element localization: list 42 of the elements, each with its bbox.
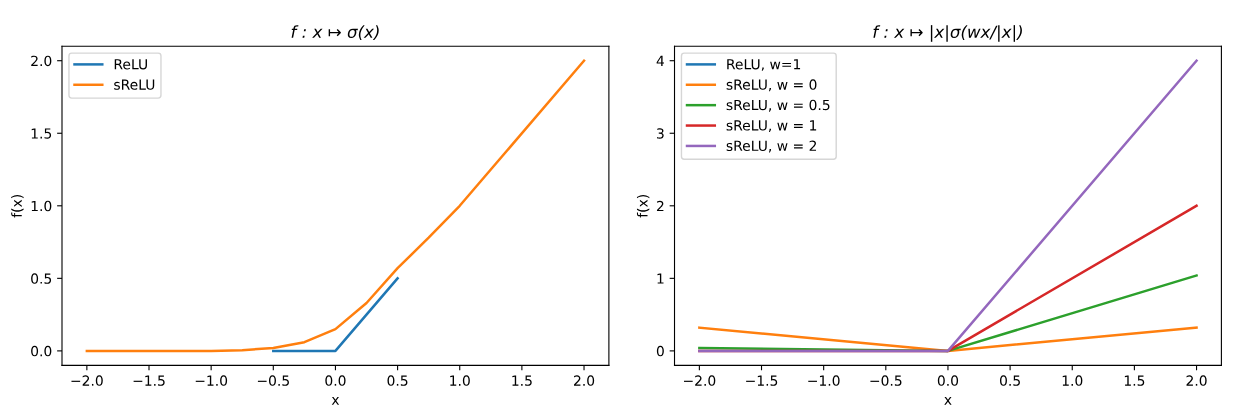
x-axis-title: x [944, 397, 952, 405]
x-tick-label: 0.5 [999, 375, 1020, 386]
legend-label: ReLU [114, 59, 147, 70]
x-tick-label: −1.0 [195, 375, 228, 386]
line-series [85, 59, 586, 353]
x-tick-label: −1.5 [746, 375, 778, 386]
y-tick-label: 1.5 [31, 128, 52, 139]
x-tick-label: 0.5 [387, 375, 408, 386]
x-tick-label: 0.0 [325, 375, 346, 386]
legend-label: ReLU, w=1 [727, 59, 801, 71]
x-tick-label: −2.0 [683, 375, 716, 386]
chart-title: f : x ↦ σ(x) [291, 25, 379, 41]
y-axis-title: f(x) [11, 195, 24, 218]
x-tick-label: 0.0 [937, 375, 959, 386]
x-tick-label: 2.0 [1186, 375, 1207, 386]
x-tick-label: 1.0 [1062, 375, 1083, 386]
y-axis-title: f(x) [636, 195, 650, 218]
x-tick-label: −0.5 [870, 375, 902, 386]
y-tick-label: 0.5 [31, 273, 52, 284]
legend-label: sReLU [114, 79, 155, 90]
x-tick-label: −1.0 [808, 375, 840, 386]
y-tick-label: 3 [657, 128, 664, 139]
x-tick-label: 1.5 [512, 375, 532, 386]
x-tick-label: 2.0 [574, 375, 595, 386]
x-tick-label: 1.5 [1124, 375, 1145, 386]
x-tick-label: −1.5 [133, 375, 165, 386]
y-tick-label: 0 [656, 345, 664, 357]
y-tick-label: 2 [656, 200, 664, 212]
x-axis-title: x [331, 397, 340, 405]
x-tick-label: −0.5 [257, 375, 289, 386]
y-tick-label: 1.0 [31, 200, 52, 212]
legend-label: sReLU, w = 2 [726, 140, 817, 153]
chart-title: f : x ↦ |x|σ(wx/|x|) [873, 25, 1022, 42]
y-tick-label: 2.0 [31, 55, 52, 67]
x-tick-label: 1.0 [450, 375, 470, 386]
legend-label: sReLU, w = 0 [726, 79, 817, 92]
x-tick-label: −2.0 [71, 375, 103, 386]
y-tick-label: 1 [657, 273, 664, 284]
y-tick-label: 4 [656, 55, 665, 66]
legend-label: sReLU, w = 0.5 [726, 99, 830, 112]
legend-label: sReLU, w = 1 [726, 120, 817, 133]
y-tick-label: 0.0 [31, 345, 52, 357]
